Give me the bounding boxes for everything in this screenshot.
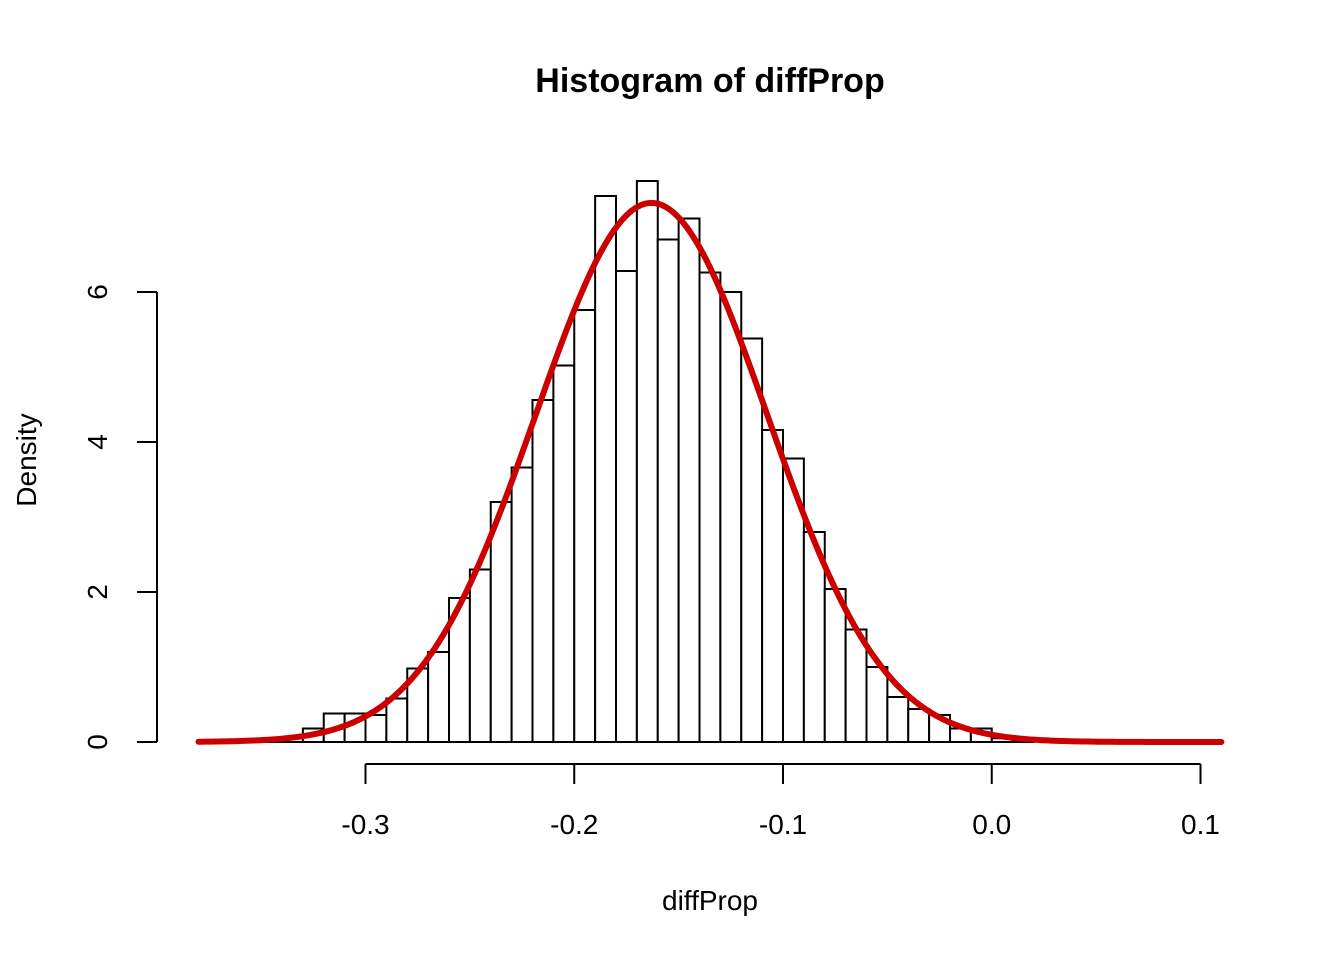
histogram-bar [907,708,931,743]
histogram-bar [552,364,576,743]
histogram-bar [468,568,492,743]
chart-title: Histogram of diffProp [535,62,884,100]
histogram-bar [635,180,659,743]
y-tick-label: 2 [82,584,113,600]
histogram-bar [677,217,701,743]
histogram-bar [656,238,680,743]
histogram-bar [531,399,555,743]
histogram-bar [364,714,388,743]
x-tick-label: -0.1 [759,809,807,840]
density-curve [195,199,1225,745]
x-tick-label: -0.3 [341,809,389,840]
histogram-bar [823,588,847,743]
histogram-bar [489,501,513,743]
y-tick-label: 6 [82,284,113,300]
histogram-bar [865,666,889,743]
histogram-bar [615,270,638,743]
histogram-bar [573,309,597,743]
histogram-bar [698,271,722,743]
y-axis: 0 2 4 6 [82,284,158,750]
y-axis-label: Density [11,413,42,506]
histogram-bar [594,195,617,743]
x-axis-label: diffProp [662,885,758,916]
x-tick-label: 0.1 [1181,809,1220,840]
histogram-bar [719,291,743,743]
histogram-bar [510,466,534,743]
histogram-bar [385,697,409,743]
y-tick-label: 4 [82,434,113,450]
histogram-bar [427,651,450,743]
x-axis: -0.3 -0.2 -0.1 0.0 0.1 [341,763,1220,840]
x-tick-label: 0.0 [972,809,1011,840]
x-tick-label: -0.2 [550,809,598,840]
histogram-bar [761,429,784,743]
histogram-bars [260,180,1035,743]
y-tick-label: 0 [82,734,113,750]
histogram-bar [844,628,868,743]
histogram-bar [886,696,910,743]
